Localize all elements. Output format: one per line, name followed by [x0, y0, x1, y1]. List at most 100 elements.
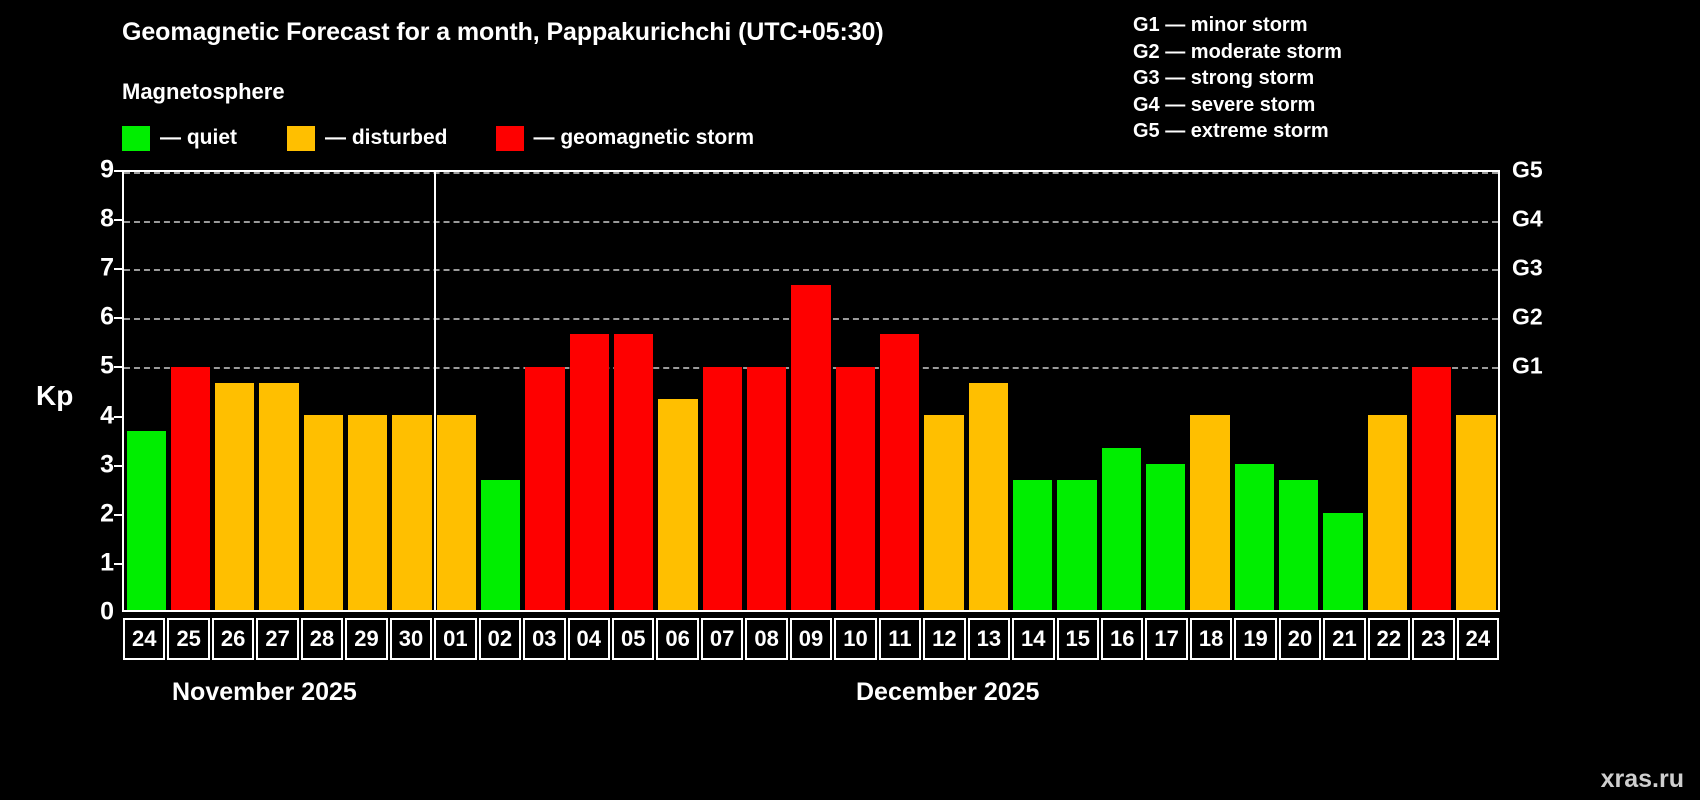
day-label-dec-06[interactable]: 06 [656, 618, 699, 660]
day-label-dec-23[interactable]: 23 [1412, 618, 1455, 660]
bar-dec-16[interactable] [1101, 447, 1142, 610]
bar-dec-07[interactable] [702, 366, 743, 610]
month-label-december: December 2025 [856, 678, 1040, 706]
day-axis: 24 25 26 27 28 29 30 01 02 03 04 05 06 07 08 09 10 11 12 13… [122, 618, 1500, 660]
legend-item-storm: — geomagnetic storm [495, 125, 754, 151]
bar-series [124, 172, 1498, 610]
legend-item-quiet: — quiet [122, 125, 237, 151]
bar-nov-25[interactable] [170, 366, 211, 610]
day-label-dec-08[interactable]: 08 [745, 618, 788, 660]
day-label-dec-16[interactable]: 16 [1100, 618, 1144, 660]
bar-dec-18[interactable] [1190, 415, 1230, 610]
bar-dec-23[interactable] [1412, 366, 1452, 610]
bar-dec-11[interactable] [880, 334, 920, 610]
day-label-dec-04[interactable]: 04 [567, 618, 610, 660]
bar-dec-21[interactable] [1323, 512, 1363, 610]
bar-nov-26[interactable] [215, 382, 255, 610]
day-label-dec-17[interactable]: 17 [1145, 618, 1188, 660]
bar-dec-13[interactable] [968, 382, 1009, 610]
day-label-dec-09[interactable]: 09 [789, 618, 833, 660]
day-label-dec-18[interactable]: 18 [1189, 618, 1233, 660]
bar-slot [1454, 172, 1498, 610]
bar-dec-05[interactable] [614, 334, 654, 610]
bar-dec-14[interactable] [1013, 480, 1053, 610]
bar-slot [1277, 172, 1321, 610]
day-label-nov-27[interactable]: 27 [256, 618, 299, 660]
g-tick-label-g3: G3 [1512, 254, 1543, 281]
bar-slot [789, 172, 833, 610]
storm-scale-legend: G1 — minor storm G2 — moderate storm G3 — … [1133, 12, 1342, 145]
day-label-dec-07[interactable]: 07 [700, 618, 744, 660]
storm-scale-line-g2: G2 — moderate storm [1133, 40, 1342, 63]
y-tick-mark [114, 366, 124, 369]
day-label-dec-03[interactable]: 03 [523, 618, 566, 660]
bar-slot [1144, 172, 1188, 610]
g-tick-label-g1: G1 [1512, 352, 1543, 379]
day-label-dec-22[interactable]: 22 [1367, 618, 1411, 660]
bar-slot [1365, 172, 1409, 610]
day-label-nov-25[interactable]: 25 [167, 618, 210, 660]
bar-nov-29[interactable] [348, 415, 388, 610]
day-label-nov-26[interactable]: 26 [211, 618, 255, 660]
bar-slot [346, 172, 390, 610]
bar-dec-04[interactable] [569, 334, 610, 610]
bar-dec-12[interactable] [924, 415, 964, 610]
bar-slot [257, 172, 301, 610]
bar-slot [434, 172, 478, 610]
legend-label-disturbed: — disturbed [325, 126, 448, 149]
bar-slot [833, 172, 877, 610]
y-tick-label-9: 9 [100, 155, 114, 184]
day-label-dec-20[interactable]: 20 [1278, 618, 1322, 660]
bar-dec-17[interactable] [1146, 464, 1186, 610]
bar-slot [966, 172, 1010, 610]
bar-dec-20[interactable] [1279, 480, 1319, 610]
day-label-dec-13[interactable]: 13 [967, 618, 1011, 660]
bar-dec-01[interactable] [436, 415, 477, 610]
day-label-dec-21[interactable]: 21 [1323, 618, 1366, 660]
bar-slot [1232, 172, 1276, 610]
bar-nov-27[interactable] [259, 382, 299, 610]
day-label-dec-05[interactable]: 05 [611, 618, 655, 660]
bar-dec-24[interactable] [1456, 415, 1496, 610]
legend-item-disturbed: — disturbed [287, 125, 448, 151]
g-tick-label-g5: G5 [1512, 156, 1543, 183]
bar-dec-03[interactable] [525, 366, 565, 610]
day-label-dec-24[interactable]: 24 [1456, 618, 1500, 660]
y-tick-label-6: 6 [100, 302, 114, 331]
bar-dec-10[interactable] [835, 366, 876, 610]
bar-slot [1011, 172, 1055, 610]
y-tick-mark [114, 562, 124, 565]
day-label-dec-02[interactable]: 02 [478, 618, 522, 660]
y-tick-label-0: 0 [100, 597, 114, 626]
bar-dec-08[interactable] [747, 366, 787, 610]
bar-dec-09[interactable] [791, 285, 831, 610]
day-label-dec-19[interactable]: 19 [1234, 618, 1277, 660]
day-label-dec-12[interactable]: 12 [923, 618, 966, 660]
y-tick-mark [114, 415, 124, 418]
day-label-dec-11[interactable]: 11 [878, 618, 922, 660]
day-label-dec-01[interactable]: 01 [434, 618, 477, 660]
bar-dec-06[interactable] [658, 399, 698, 610]
bar-dec-22[interactable] [1367, 415, 1408, 610]
g-tick-label-g4: G4 [1512, 205, 1543, 232]
plot-area [122, 170, 1500, 612]
bar-dec-15[interactable] [1057, 480, 1097, 610]
y-tick-mark [114, 219, 124, 222]
day-label-nov-30[interactable]: 30 [389, 618, 433, 660]
day-label-dec-14[interactable]: 14 [1012, 618, 1055, 660]
day-label-nov-28[interactable]: 28 [300, 618, 344, 660]
bar-nov-24[interactable] [126, 431, 166, 610]
plot-inner [124, 172, 1498, 610]
y-tick-mark [114, 268, 124, 271]
bar-dec-02[interactable] [481, 480, 521, 610]
gridline-kp-9 [124, 172, 1498, 174]
day-label-nov-24[interactable]: 24 [123, 618, 166, 660]
bar-nov-30[interactable] [392, 415, 432, 610]
day-label-dec-10[interactable]: 10 [834, 618, 877, 660]
day-label-dec-15[interactable]: 15 [1056, 618, 1099, 660]
bar-nov-28[interactable] [303, 415, 344, 610]
bar-dec-19[interactable] [1234, 464, 1275, 610]
day-label-nov-29[interactable]: 29 [345, 618, 388, 660]
legend: — quiet — disturbed — geomagnetic storm [122, 124, 754, 152]
